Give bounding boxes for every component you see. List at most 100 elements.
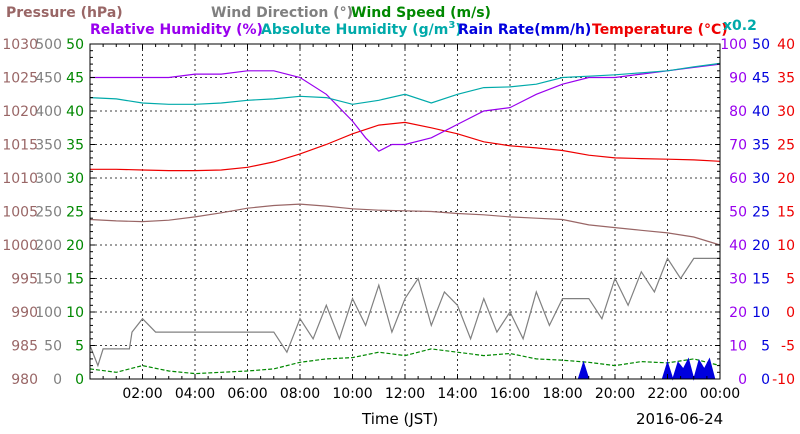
y-tick-label: 300 bbox=[35, 171, 62, 187]
y-tick-label: -5 bbox=[781, 339, 795, 355]
legend-absolute-humidity-close: ) bbox=[455, 22, 461, 38]
y-tick-label: 5 bbox=[761, 339, 770, 355]
y-tick-label: 980 bbox=[11, 372, 38, 388]
y-tick-label: 40 bbox=[66, 104, 84, 120]
y-tick-label: 30 bbox=[729, 272, 747, 288]
legend-wind-direction: Wind Direction (°) bbox=[211, 5, 353, 21]
y-tick-label: 100 bbox=[720, 37, 747, 53]
y-tick-label: 45 bbox=[752, 71, 770, 87]
x-tick-label: 10:00 bbox=[332, 386, 372, 402]
y-tick-label: 15 bbox=[752, 272, 770, 288]
legend-pressure: Pressure (hPa) bbox=[6, 5, 123, 21]
y-tick-label: 250 bbox=[35, 205, 62, 221]
legend-temperature: Temperature (°C) bbox=[592, 22, 728, 38]
y-tick-label: 500 bbox=[35, 37, 62, 53]
y-tick-label: 1010 bbox=[2, 171, 38, 187]
legend-relative-humidity: Relative Humidity (%) bbox=[90, 22, 263, 38]
y-tick-label: 35 bbox=[66, 138, 84, 154]
y-tick-label: 25 bbox=[777, 138, 795, 154]
y-tick-label: 60 bbox=[729, 171, 747, 187]
legend-wind-speed: Wind Speed (m/s) bbox=[351, 5, 491, 21]
legend-absolute-humidity-sup: 3 bbox=[448, 20, 455, 31]
y-tick-label: 50 bbox=[66, 37, 84, 53]
x-tick-label: 12:00 bbox=[385, 386, 425, 402]
y-tick-label: 50 bbox=[44, 339, 62, 355]
y-tick-label: 25 bbox=[752, 205, 770, 221]
x-tick-label: 22:00 bbox=[647, 386, 687, 402]
y-tick-label: 80 bbox=[729, 104, 747, 120]
y-tick-label: 10 bbox=[777, 238, 795, 254]
y-tick-label: 10 bbox=[752, 305, 770, 321]
y-tick-label: 1030 bbox=[2, 37, 38, 53]
y-tick-label: 5 bbox=[75, 339, 84, 355]
y-tick-label: 5 bbox=[786, 272, 795, 288]
y-tick-label: 45 bbox=[66, 71, 84, 87]
y-tick-label: 1005 bbox=[2, 205, 38, 221]
x-tick-label: 14:00 bbox=[437, 386, 477, 402]
y-tick-label: 350 bbox=[35, 138, 62, 154]
y-tick-label: 1015 bbox=[2, 138, 38, 154]
x-tick-label: 04:00 bbox=[175, 386, 215, 402]
x-tick-label: 18:00 bbox=[542, 386, 582, 402]
y-tick-label: 10 bbox=[729, 339, 747, 355]
x-tick-label: 02:00 bbox=[122, 386, 162, 402]
y-tick-label: 450 bbox=[35, 71, 62, 87]
rain-multiplier-label: x0.2 bbox=[723, 18, 757, 34]
series-rain-rate bbox=[90, 357, 720, 381]
y-tick-label: 10 bbox=[66, 305, 84, 321]
y-tick-label: 400 bbox=[35, 104, 62, 120]
x-tick-label: 06:00 bbox=[227, 386, 267, 402]
series-line bbox=[90, 121, 721, 172]
y-tick-label: 30 bbox=[66, 171, 84, 187]
x-tick-label: 00:00 bbox=[700, 386, 740, 402]
x-tick-label: 20:00 bbox=[595, 386, 635, 402]
series-line bbox=[89, 62, 721, 105]
y-tick-label: 985 bbox=[11, 339, 38, 355]
x-tick-label: 08:00 bbox=[280, 386, 320, 402]
series-layer bbox=[89, 62, 721, 381]
y-tick-label: 40 bbox=[752, 104, 770, 120]
y-tick-label: 50 bbox=[729, 205, 747, 221]
legend-rain-rate: Rain Rate(mm/h) bbox=[458, 22, 591, 38]
y-tick-label: 15 bbox=[777, 205, 795, 221]
y-tick-label: 150 bbox=[35, 272, 62, 288]
y-tick-label: 0 bbox=[53, 372, 62, 388]
y-tick-label: 0 bbox=[761, 372, 770, 388]
y-tick-label: 25 bbox=[66, 205, 84, 221]
y-tick-label: 20 bbox=[66, 238, 84, 254]
y-tick-label: 15 bbox=[66, 272, 84, 288]
y-tick-label: 90 bbox=[729, 71, 747, 87]
y-tick-label: 20 bbox=[729, 305, 747, 321]
ticks-layer: 02:00 04:00 06:00 08:00 10:00 12:00 14:00 16:00… bbox=[2, 37, 795, 402]
series-line bbox=[89, 203, 721, 246]
legend-absolute-humidity-text: Absolute Humidity (g/m bbox=[261, 22, 448, 38]
y-tick-label: 70 bbox=[729, 138, 747, 154]
y-tick-label: 35 bbox=[777, 71, 795, 87]
y-tick-label: 40 bbox=[729, 238, 747, 254]
y-tick-label: 0 bbox=[786, 305, 795, 321]
series-line bbox=[90, 63, 721, 152]
date-label: 2016-06-24 bbox=[636, 410, 723, 428]
y-tick-label: 30 bbox=[752, 171, 770, 187]
y-tick-label: 0 bbox=[75, 372, 84, 388]
y-tick-label: -10 bbox=[772, 372, 795, 388]
y-tick-label: 995 bbox=[11, 272, 38, 288]
y-tick-label: 30 bbox=[777, 104, 795, 120]
y-tick-label: 20 bbox=[777, 171, 795, 187]
series-line bbox=[89, 348, 721, 375]
y-tick-label: 990 bbox=[11, 305, 38, 321]
y-tick-label: 1000 bbox=[2, 238, 38, 254]
y-tick-label: 1025 bbox=[2, 71, 38, 87]
series-line bbox=[89, 257, 720, 368]
y-tick-label: 35 bbox=[752, 138, 770, 154]
y-tick-label: 200 bbox=[35, 238, 62, 254]
y-tick-label: 50 bbox=[752, 37, 770, 53]
y-tick-label: 20 bbox=[752, 238, 770, 254]
y-tick-label: 1020 bbox=[2, 104, 38, 120]
y-tick-label: 0 bbox=[738, 372, 747, 388]
x-axis-label: Time (JST) bbox=[361, 410, 438, 428]
legend-absolute-humidity: Absolute Humidity (g/m3) bbox=[261, 20, 462, 38]
y-tick-label: 40 bbox=[777, 37, 795, 53]
